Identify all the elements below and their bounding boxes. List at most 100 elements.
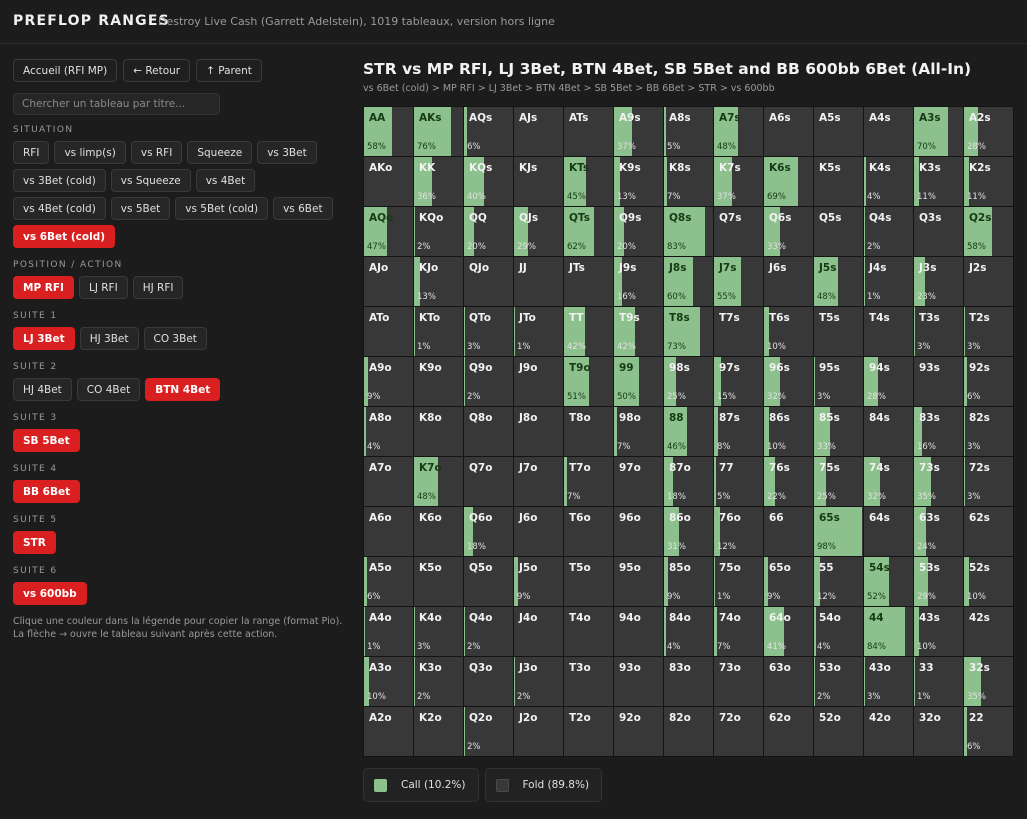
hand-cell-64s[interactable]: 64s xyxy=(864,507,913,556)
hand-cell-84o[interactable]: 84o 4% xyxy=(664,607,713,656)
hand-cell-53s[interactable]: 53s 29% xyxy=(914,557,963,606)
hand-cell-A7s[interactable]: A7s 48% xyxy=(714,107,763,156)
hand-cell-Q5s[interactable]: Q5s xyxy=(814,207,863,256)
legend-fold[interactable]: Fold (89.8%) xyxy=(484,768,603,802)
filter-button-sb-5bet[interactable]: SB 5Bet xyxy=(13,429,80,452)
filter-button-vs-limp-s[interactable]: vs limp(s) xyxy=(54,141,126,164)
filter-button-rfi[interactable]: RFI xyxy=(13,141,50,164)
hand-cell-Q4s[interactable]: Q4s 2% xyxy=(864,207,913,256)
filter-button-hj-rfi[interactable]: HJ RFI xyxy=(132,276,184,299)
filter-button-lj-rfi[interactable]: LJ RFI xyxy=(78,276,128,299)
hand-cell-T3s[interactable]: T3s 3% xyxy=(914,307,963,356)
hand-cell-AQo[interactable]: AQo 47% xyxy=(364,207,413,256)
filter-button-vs-squeeze[interactable]: vs Squeeze xyxy=(110,169,191,192)
filter-button-vs-4bet[interactable]: vs 4Bet xyxy=(195,169,256,192)
hand-cell-87o[interactable]: 87o 18% xyxy=(664,457,713,506)
filter-button-vs-5bet-cold[interactable]: vs 5Bet (cold) xyxy=(175,197,269,220)
hand-cell-T3o[interactable]: T3o xyxy=(564,657,613,706)
hand-cell-54s[interactable]: 54s 52% xyxy=(864,557,913,606)
hand-cell-AJs[interactable]: AJs xyxy=(514,107,563,156)
hand-cell-94s[interactable]: 94s 28% xyxy=(864,357,913,406)
hand-cell-A4s[interactable]: A4s xyxy=(864,107,913,156)
hand-cell-86o[interactable]: 86o 31% xyxy=(664,507,713,556)
hand-cell-ATs[interactable]: ATs xyxy=(564,107,613,156)
hand-cell-65o[interactable]: 65o 9% xyxy=(764,557,813,606)
hand-cell-AJo[interactable]: AJo xyxy=(364,257,413,306)
hand-cell-J3s[interactable]: J3s 23% xyxy=(914,257,963,306)
back-button[interactable]: ← Retour xyxy=(123,59,191,82)
hand-cell-Q3o[interactable]: Q3o xyxy=(464,657,513,706)
hand-cell-83o[interactable]: 83o xyxy=(664,657,713,706)
filter-button-vs-6bet[interactable]: vs 6Bet xyxy=(273,197,333,220)
hand-cell-A3o[interactable]: A3o 10% xyxy=(364,657,413,706)
hand-cell-87s[interactable]: 87s 8% xyxy=(714,407,763,456)
filter-button-co-3bet[interactable]: CO 3Bet xyxy=(143,327,207,350)
hand-cell-J2o[interactable]: J2o xyxy=(514,707,563,756)
hand-cell-T2s[interactable]: T2s 3% xyxy=(964,307,1013,356)
hand-cell-98o[interactable]: 98o 7% xyxy=(614,407,663,456)
hand-cell-T5o[interactable]: T5o xyxy=(564,557,613,606)
hand-cell-ATo[interactable]: ATo xyxy=(364,307,413,356)
hand-cell-J7o[interactable]: J7o xyxy=(514,457,563,506)
hand-cell-QQ[interactable]: QQ 20% xyxy=(464,207,513,256)
hand-cell-96o[interactable]: 96o xyxy=(614,507,663,556)
hand-cell-JJ[interactable]: JJ xyxy=(514,257,563,306)
hand-cell-Q9s[interactable]: Q9s 20% xyxy=(614,207,663,256)
hand-cell-K5o[interactable]: K5o xyxy=(414,557,463,606)
hand-cell-T8s[interactable]: T8s 73% xyxy=(664,307,713,356)
hand-cell-K8o[interactable]: K8o xyxy=(414,407,463,456)
hand-cell-97o[interactable]: 97o xyxy=(614,457,663,506)
hand-cell-A9s[interactable]: A9s 37% xyxy=(614,107,663,156)
hand-cell-A8s[interactable]: A8s 5% xyxy=(664,107,713,156)
filter-button-lj-3bet[interactable]: LJ 3Bet xyxy=(13,327,75,350)
hand-cell-KJo[interactable]: KJo 13% xyxy=(414,257,463,306)
hand-cell-43s[interactable]: 43s 10% xyxy=(914,607,963,656)
hand-cell-K3s[interactable]: K3s 11% xyxy=(914,157,963,206)
hand-cell-JTo[interactable]: JTo 1% xyxy=(514,307,563,356)
hand-cell-K6s[interactable]: K6s 69% xyxy=(764,157,813,206)
filter-button-vs-5bet[interactable]: vs 5Bet xyxy=(110,197,171,220)
hand-cell-K4s[interactable]: K4s 4% xyxy=(864,157,913,206)
hand-cell-44[interactable]: 44 84% xyxy=(864,607,913,656)
hand-cell-98s[interactable]: 98s 25% xyxy=(664,357,713,406)
hand-cell-J2s[interactable]: J2s xyxy=(964,257,1013,306)
hand-cell-66[interactable]: 66 xyxy=(764,507,813,556)
hand-cell-AQs[interactable]: AQs 6% xyxy=(464,107,513,156)
hand-cell-KTs[interactable]: KTs 45% xyxy=(564,157,613,206)
hand-cell-83s[interactable]: 83s 16% xyxy=(914,407,963,456)
hand-cell-Q7o[interactable]: Q7o xyxy=(464,457,513,506)
hand-cell-K2s[interactable]: K2s 11% xyxy=(964,157,1013,206)
filter-button-btn-4bet[interactable]: BTN 4Bet xyxy=(145,378,221,401)
hand-cell-K9s[interactable]: K9s 13% xyxy=(614,157,663,206)
hand-cell-A6s[interactable]: A6s xyxy=(764,107,813,156)
hand-cell-62s[interactable]: 62s xyxy=(964,507,1013,556)
hand-cell-Q8o[interactable]: Q8o xyxy=(464,407,513,456)
hand-cell-93s[interactable]: 93s xyxy=(914,357,963,406)
hand-cell-A5o[interactable]: A5o 6% xyxy=(364,557,413,606)
hand-cell-J6o[interactable]: J6o xyxy=(514,507,563,556)
hand-cell-Q6s[interactable]: Q6s 33% xyxy=(764,207,813,256)
hand-cell-KQs[interactable]: KQs 40% xyxy=(464,157,513,206)
hand-cell-A2s[interactable]: A2s 28% xyxy=(964,107,1013,156)
hand-cell-85s[interactable]: 85s 33% xyxy=(814,407,863,456)
hand-cell-52o[interactable]: 52o xyxy=(814,707,863,756)
hand-cell-92o[interactable]: 92o xyxy=(614,707,663,756)
hand-cell-T9o[interactable]: T9o 51% xyxy=(564,357,613,406)
legend-call[interactable]: Call (10.2%) xyxy=(363,768,479,802)
filter-button-vs-3bet-cold[interactable]: vs 3Bet (cold) xyxy=(13,169,106,192)
hand-cell-97s[interactable]: 97s 15% xyxy=(714,357,763,406)
hand-cell-QJs[interactable]: QJs 29% xyxy=(514,207,563,256)
hand-cell-K2o[interactable]: K2o xyxy=(414,707,463,756)
hand-cell-74o[interactable]: 74o 7% xyxy=(714,607,763,656)
hand-cell-J7s[interactable]: J7s 55% xyxy=(714,257,763,306)
hand-cell-K9o[interactable]: K9o xyxy=(414,357,463,406)
hand-cell-QJo[interactable]: QJo xyxy=(464,257,513,306)
hand-cell-K5s[interactable]: K5s xyxy=(814,157,863,206)
hand-cell-A8o[interactable]: A8o 4% xyxy=(364,407,413,456)
hand-cell-J8s[interactable]: J8s 60% xyxy=(664,257,713,306)
hand-cell-KQo[interactable]: KQo 2% xyxy=(414,207,463,256)
hand-cell-AKs[interactable]: AKs 76% xyxy=(414,107,463,156)
filter-button-hj-4bet[interactable]: HJ 4Bet xyxy=(13,378,72,401)
hand-cell-42o[interactable]: 42o xyxy=(864,707,913,756)
hand-cell-Q7s[interactable]: Q7s xyxy=(714,207,763,256)
